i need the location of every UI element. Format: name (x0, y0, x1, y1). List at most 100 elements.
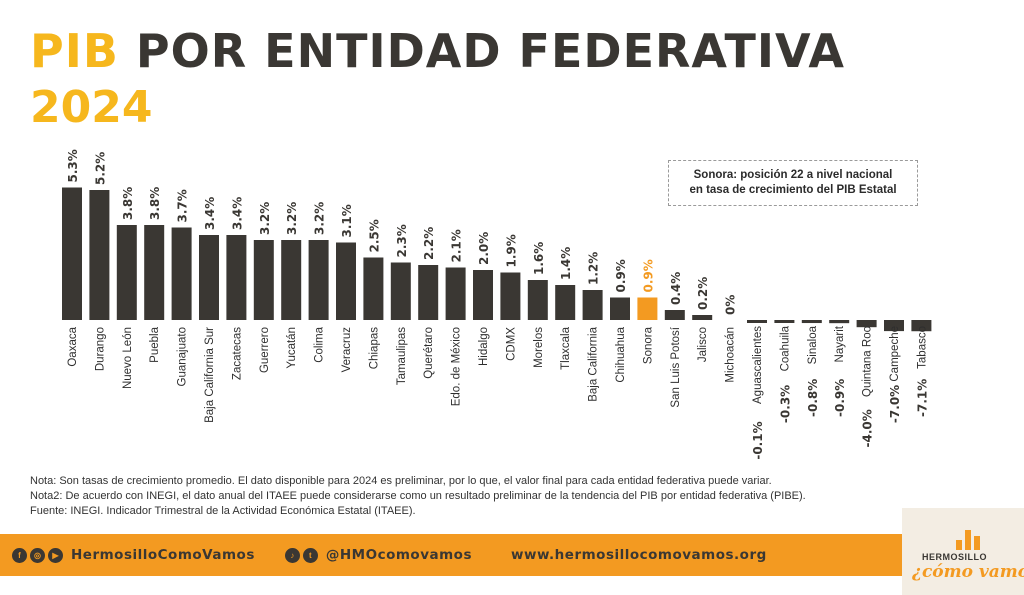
category-label-18: Tlaxcala (560, 326, 572, 369)
value-label-29: -4.0% (861, 409, 875, 447)
bar-18 (555, 285, 576, 320)
page-title: PIB POR ENTIDAD FEDERATIVA (30, 28, 845, 74)
value-label-23: 0.2% (696, 277, 710, 310)
category-label-19: Baja California (588, 326, 600, 401)
category-label-25: Aguascalientes (752, 326, 764, 404)
bar-22 (664, 310, 685, 320)
bar-2 (116, 225, 137, 320)
social-twitter-group[interactable]: ♪ t @HMOcomovamos (284, 547, 472, 563)
category-label-30: Campeche (889, 326, 901, 382)
bar-28 (829, 320, 850, 324)
bar-7 (253, 240, 274, 320)
bar-19 (582, 290, 603, 320)
value-label-14: 2.1% (450, 229, 464, 262)
logo-small-text: HERMOSILLO (922, 552, 987, 562)
bar-4 (171, 227, 192, 320)
social-facebook-group[interactable]: f ◎ ▶ HermosilloComoVamos (12, 547, 255, 563)
title-highlight: PIB (30, 24, 119, 78)
category-label-15: Hidalgo (478, 327, 490, 366)
logo-big-text: ¿cómo vamos? (912, 562, 1024, 582)
youtube-icon[interactable]: ▶ (48, 547, 63, 563)
footer-bar: f ◎ ▶ HermosilloComoVamos ♪ t @HMOcomova… (0, 534, 902, 576)
category-label-4: Guanajuato (177, 327, 189, 386)
bar-5 (199, 235, 219, 320)
category-label-10: Veracruz (341, 327, 353, 373)
bar-12 (390, 262, 411, 320)
bar-30 (884, 320, 904, 332)
footer-website[interactable]: www.hermosillocomovamos.org (511, 547, 767, 563)
value-label-15: 2.0% (477, 232, 491, 265)
value-label-11: 2.5% (367, 219, 381, 252)
bar-31 (911, 320, 932, 332)
category-label-13: Querétaro (423, 327, 435, 379)
instagram-icon[interactable]: ◎ (30, 547, 45, 563)
bar-0 (62, 187, 82, 320)
bar-26 (774, 320, 795, 323)
note-2: Nota2: De acuerdo con INEGI, el dato anu… (30, 490, 806, 502)
value-label-6: 3.4% (230, 197, 244, 230)
category-label-23: Jalisco (697, 327, 709, 362)
value-label-2: 3.8% (121, 187, 135, 220)
value-label-0: 5.3% (66, 149, 80, 182)
bar-29 (856, 320, 877, 328)
value-label-26: -0.3% (778, 385, 792, 423)
value-label-17: 1.6% (532, 242, 546, 275)
category-label-6: Zacatecas (231, 327, 243, 380)
category-label-5: Baja California Sur (204, 327, 216, 423)
value-label-5: 3.4% (203, 197, 217, 230)
website-group[interactable]: www.hermosillocomovamos.org (506, 547, 767, 563)
category-label-7: Guerrero (259, 327, 271, 373)
bar-6 (226, 235, 247, 320)
bar-14 (445, 267, 466, 320)
bar-20 (610, 297, 630, 320)
category-label-1: Durango (94, 327, 106, 371)
facebook-icon[interactable]: f (12, 547, 27, 563)
notes: Nota: Son tasas de crecimiento promedio.… (30, 474, 806, 519)
bar-8 (281, 240, 302, 320)
bar-25 (747, 320, 767, 323)
category-label-11: Chiapas (368, 327, 380, 369)
value-label-27: -0.8% (806, 379, 820, 417)
bar-13 (418, 265, 439, 320)
value-label-10: 3.1% (340, 204, 354, 237)
category-label-26: Coahuila (779, 325, 791, 371)
value-label-22: 0.4% (669, 272, 683, 305)
callout-line-1: Sonora: posición 22 a nivel nacional (693, 169, 893, 181)
category-label-3: Puebla (149, 326, 161, 362)
category-label-0: Oaxaca (67, 326, 79, 366)
value-label-20: 0.9% (614, 259, 628, 292)
value-label-9: 3.2% (313, 202, 327, 235)
bar-1 (89, 190, 110, 320)
brand-logo: HERMOSILLO ¿cómo vamos? (902, 508, 1024, 595)
bar-chart: Oaxaca 5.3% Durango 5.2% Nuevo León 3.8% Puebl… (62, 149, 932, 460)
sonora-callout: Sonora: posición 22 a nivel nacional en … (668, 160, 918, 206)
bar-23 (692, 315, 713, 320)
bar-16 (500, 272, 521, 320)
bar-9 (308, 240, 329, 320)
value-label-13: 2.2% (422, 227, 436, 260)
category-label-16: CDMX (505, 327, 517, 361)
value-label-4: 3.7% (176, 189, 190, 222)
twitter-icon[interactable]: t (302, 547, 318, 563)
category-label-17: Morelos (533, 327, 545, 368)
bar-15 (473, 270, 493, 320)
value-label-21: 0.9% (641, 259, 655, 292)
category-label-22: San Luis Potosí (670, 326, 682, 407)
category-label-29: Quintana Roo (862, 326, 874, 397)
tiktok-icon[interactable]: ♪ (284, 547, 300, 563)
category-label-21: Sonora (642, 326, 654, 364)
category-label-2: Nuevo León (122, 327, 134, 389)
bar-11 (363, 257, 384, 320)
value-label-24: 0% (724, 295, 738, 315)
footer-facebook-handle[interactable]: HermosilloComoVamos (71, 547, 255, 563)
value-label-31: -7.1% (915, 379, 929, 417)
bar-21 (637, 297, 658, 320)
category-label-27: Sinaloa (807, 325, 819, 364)
category-label-28: Nayarit (834, 325, 846, 362)
value-label-8: 3.2% (285, 202, 299, 235)
value-label-25: -0.1% (751, 421, 765, 459)
category-label-9: Colima (314, 326, 326, 362)
footer-twitter-handle[interactable]: @HMOcomovamos (325, 547, 472, 563)
category-label-24: Michoacán (725, 327, 737, 383)
bar-10 (336, 242, 356, 320)
